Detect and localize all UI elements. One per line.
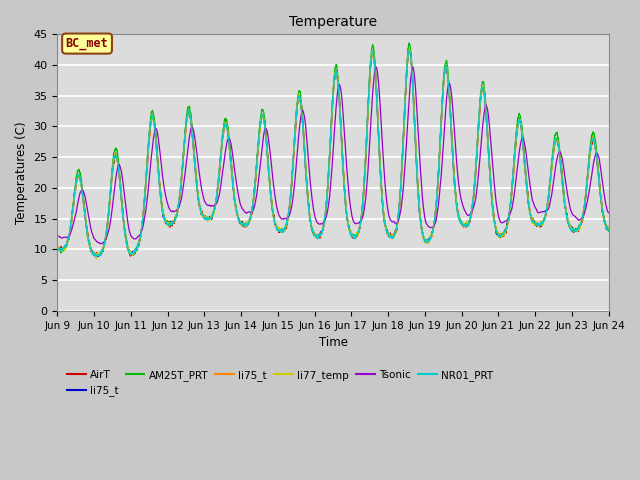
NR01_PRT: [406, 48, 413, 53]
AM25T_PRT: [405, 40, 413, 46]
li75_t: [561, 198, 568, 204]
li75_t: [285, 207, 293, 213]
li75_t: [54, 244, 61, 250]
li75_t: [285, 206, 293, 212]
li75_t: [316, 233, 323, 239]
Line: Tsonic: Tsonic: [58, 67, 609, 244]
Tsonic: [409, 64, 417, 70]
li77_temp: [316, 233, 323, 239]
li77_temp: [54, 244, 61, 250]
NR01_PRT: [588, 137, 596, 143]
Line: NR01_PRT: NR01_PRT: [58, 50, 609, 256]
AirT: [93, 254, 101, 260]
Line: li75_t: li75_t: [58, 50, 609, 256]
NR01_PRT: [454, 210, 462, 216]
li75_t: [454, 212, 462, 217]
NR01_PRT: [605, 227, 612, 233]
Line: AirT: AirT: [58, 49, 609, 257]
Tsonic: [316, 221, 323, 227]
Tsonic: [98, 241, 106, 247]
X-axis label: Time: Time: [319, 336, 348, 349]
li75_t: [605, 228, 612, 233]
AM25T_PRT: [93, 254, 100, 260]
AM25T_PRT: [316, 232, 323, 238]
AirT: [588, 142, 596, 147]
li75_t: [316, 232, 323, 238]
Legend: AirT, li75_t, AM25T_PRT, li75_t, li77_temp, Tsonic, NR01_PRT: AirT, li75_t, AM25T_PRT, li75_t, li77_te…: [63, 366, 497, 400]
Tsonic: [454, 176, 462, 181]
li77_temp: [405, 47, 413, 53]
Line: li77_temp: li77_temp: [58, 50, 609, 259]
li75_t: [588, 138, 596, 144]
AirT: [605, 227, 612, 232]
li77_temp: [290, 154, 298, 159]
AM25T_PRT: [561, 198, 568, 204]
AirT: [561, 197, 568, 203]
li77_temp: [561, 198, 568, 204]
li75_t: [588, 138, 596, 144]
li75_t: [605, 225, 612, 230]
li77_temp: [454, 212, 462, 217]
NR01_PRT: [54, 247, 61, 252]
li75_t: [406, 47, 413, 52]
Line: li75_t: li75_t: [58, 49, 609, 256]
Text: BC_met: BC_met: [66, 37, 108, 50]
AirT: [406, 47, 413, 52]
li75_t: [561, 200, 568, 205]
NR01_PRT: [316, 233, 323, 239]
Tsonic: [561, 171, 568, 177]
li75_t: [95, 253, 102, 259]
Tsonic: [588, 170, 596, 176]
AM25T_PRT: [588, 132, 596, 138]
AM25T_PRT: [290, 152, 298, 157]
Tsonic: [285, 213, 293, 219]
li75_t: [54, 245, 61, 251]
AirT: [285, 210, 293, 216]
Tsonic: [290, 191, 298, 196]
NR01_PRT: [92, 253, 99, 259]
li75_t: [454, 213, 462, 218]
li77_temp: [588, 138, 596, 144]
AirT: [54, 244, 61, 250]
AirT: [454, 209, 462, 215]
AM25T_PRT: [605, 228, 612, 234]
li75_t: [290, 152, 298, 158]
Line: AM25T_PRT: AM25T_PRT: [58, 43, 609, 257]
AM25T_PRT: [54, 245, 61, 251]
li75_t: [92, 253, 100, 259]
AM25T_PRT: [454, 210, 462, 216]
Tsonic: [54, 233, 61, 239]
AM25T_PRT: [285, 207, 293, 213]
li77_temp: [285, 207, 293, 213]
Tsonic: [605, 210, 612, 216]
AirT: [316, 232, 323, 238]
NR01_PRT: [285, 206, 293, 212]
AirT: [290, 155, 298, 161]
li75_t: [290, 153, 298, 159]
li75_t: [405, 48, 413, 53]
li77_temp: [92, 256, 100, 262]
Y-axis label: Temperatures (C): Temperatures (C): [15, 121, 28, 224]
li77_temp: [605, 225, 612, 231]
NR01_PRT: [561, 201, 568, 206]
Title: Temperature: Temperature: [289, 15, 377, 29]
NR01_PRT: [290, 151, 298, 157]
